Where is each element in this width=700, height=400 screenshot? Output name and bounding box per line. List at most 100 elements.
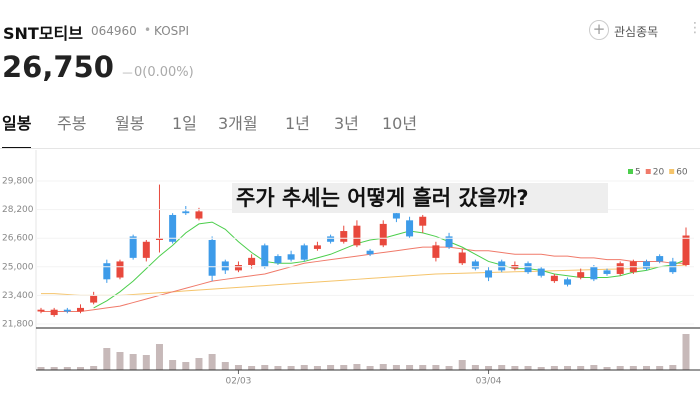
- volume-bar: [419, 365, 427, 370]
- y-tick-label: 26,600: [2, 234, 34, 244]
- candle-body: [603, 270, 611, 274]
- candle-body: [327, 236, 335, 242]
- candle-body: [340, 231, 348, 242]
- volume-bar: [340, 365, 348, 370]
- candle-body: [313, 245, 321, 249]
- legend-label: 20: [653, 168, 665, 178]
- tab[interactable]: 1일: [172, 114, 197, 133]
- tab[interactable]: 월봉: [115, 114, 145, 133]
- volume-bar: [195, 358, 203, 370]
- volume-bar: [221, 362, 229, 370]
- candle-body: [445, 236, 453, 248]
- volume-bar: [37, 367, 45, 370]
- volume-bar: [208, 354, 216, 370]
- candle-body: [169, 214, 177, 242]
- candle-body: [76, 307, 84, 312]
- volume-bar: [76, 367, 84, 370]
- volume-bar: [142, 355, 150, 370]
- volume-bar: [537, 367, 545, 370]
- volume-bar: [274, 366, 282, 370]
- tab[interactable]: 주봉: [57, 114, 87, 133]
- volume-bar: [656, 366, 664, 370]
- volume-bar: [603, 367, 611, 370]
- candle-body: [50, 309, 58, 316]
- y-tick-label: 23,400: [2, 291, 34, 301]
- volume-bar: [445, 366, 453, 370]
- y-tick-label: 21,800: [2, 320, 34, 330]
- candle-body: [458, 252, 466, 264]
- candle-body: [656, 256, 664, 262]
- change: 0(0.00%): [134, 65, 194, 80]
- candle-body: [471, 261, 479, 269]
- candle-body: [274, 256, 282, 264]
- volume-bar: [287, 366, 295, 370]
- candle-body: [485, 270, 493, 278]
- tab[interactable]: 1년: [285, 114, 310, 133]
- volume-bar: [63, 367, 71, 370]
- volume-bar: [129, 354, 137, 370]
- more[interactable]: ⋮: [688, 20, 700, 36]
- candle-body: [261, 245, 269, 267]
- legend-label: 5: [635, 168, 641, 178]
- volume-bar: [550, 366, 558, 370]
- legend-swatch: [645, 169, 651, 174]
- tab[interactable]: 10년: [382, 114, 418, 133]
- volume-bar: [155, 344, 163, 370]
- candle-body: [300, 245, 308, 260]
- volume-bar: [182, 362, 190, 370]
- candle-body: [577, 272, 585, 278]
- volume-bar: [353, 364, 361, 370]
- candle-body: [366, 250, 374, 255]
- candle-body: [90, 295, 98, 303]
- candle-body: [221, 261, 229, 271]
- market: KOSPI: [154, 24, 190, 38]
- volume-bar: [616, 366, 624, 370]
- volume-bar: [564, 366, 572, 370]
- volume-bar: [261, 365, 269, 370]
- volume-bar: [90, 366, 98, 370]
- candle-body: [419, 216, 427, 226]
- candle-body: [537, 268, 545, 276]
- change-sign: －: [121, 67, 135, 82]
- x-tick-label: 02/03: [225, 377, 251, 387]
- volume-bar: [432, 365, 440, 370]
- volume-bar: [234, 365, 242, 370]
- candle-body: [590, 266, 598, 280]
- candle-body: [524, 263, 532, 273]
- volume-bar: [406, 365, 414, 370]
- separator-dot: •: [144, 23, 152, 37]
- candle-body: [129, 236, 137, 258]
- favorite-icon[interactable]: +: [589, 20, 609, 40]
- volume-bar: [169, 360, 177, 370]
- volume-bar: [577, 366, 585, 370]
- x-tick-label: 03/04: [476, 377, 502, 387]
- volume-bar: [313, 366, 321, 370]
- legend-swatch: [628, 169, 633, 174]
- volume-bar: [524, 366, 532, 370]
- overlay-title: 주가 추세는 어떻게 흘러 갔을까?: [236, 186, 529, 210]
- price: 26,750: [2, 50, 114, 84]
- volume-bar: [498, 365, 506, 370]
- candle-body: [643, 261, 651, 269]
- y-tick-label: 28,200: [2, 205, 34, 215]
- candle-body: [37, 309, 45, 312]
- volume-bar: [669, 365, 677, 370]
- stock-code: 064960: [91, 24, 137, 38]
- volume-bar: [116, 352, 124, 370]
- candle-body: [406, 220, 414, 237]
- moving-average: [93, 221, 687, 309]
- candle-body: [208, 239, 216, 276]
- candle-body: [103, 263, 111, 280]
- moving-average: [41, 264, 687, 296]
- tab[interactable]: 3년: [334, 114, 359, 133]
- legend-label: 60: [676, 168, 688, 178]
- favorite-button[interactable]: 관심종목: [614, 25, 659, 39]
- candle-body: [379, 223, 387, 246]
- volume-bar: [643, 366, 651, 370]
- tab[interactable]: 3개월: [218, 114, 258, 133]
- candle-body: [616, 263, 624, 274]
- volume-bar: [392, 365, 400, 370]
- volume-bar: [458, 360, 466, 370]
